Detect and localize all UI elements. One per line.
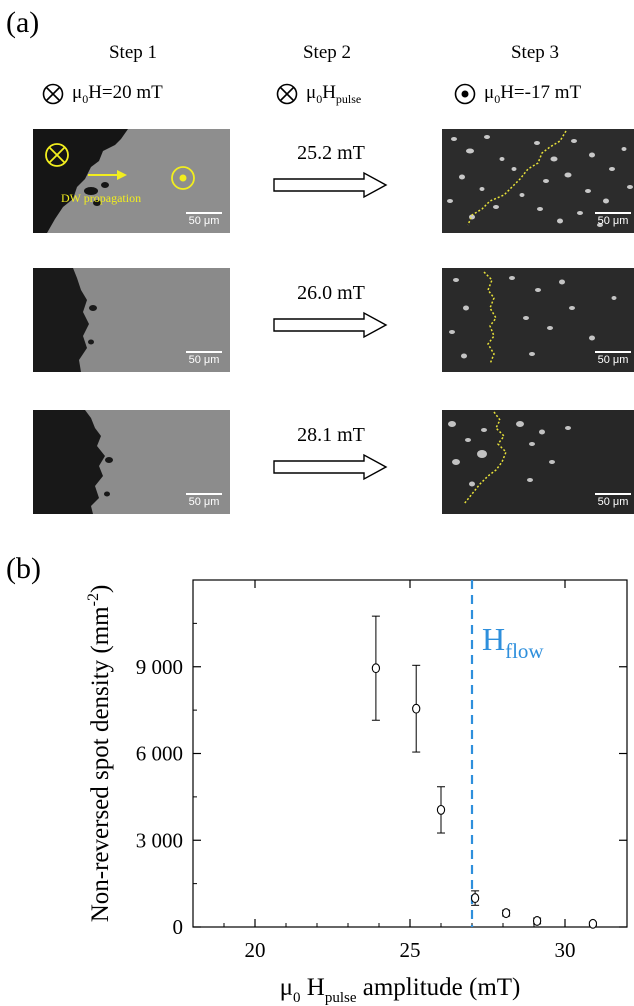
y-tick-label: 9 000 <box>136 655 183 679</box>
data-point <box>532 915 542 926</box>
step-2-field: μ0Hpulse <box>276 82 361 107</box>
pulse-arrow-row2: 26.0 mT <box>272 282 390 344</box>
scale-bar: 50 μm <box>186 212 222 227</box>
kerr-image-step3-row1: 50 μm <box>442 129 634 233</box>
scale-bar: 50 μm <box>186 493 222 508</box>
into-page-icon <box>276 84 298 105</box>
data-point <box>436 804 446 815</box>
hollow-arrow-icon <box>273 453 388 481</box>
y-axis-label: Non-reversed spot density (mm-2) <box>85 585 114 923</box>
pulse-amplitude-label: 28.1 mT <box>297 424 365 446</box>
spot-density-chart: 20 25 30 0 3 000 6 000 9 000 Hflow Non-reversed … <box>85 579 628 1006</box>
data-point <box>412 703 421 714</box>
out-of-page-icon <box>454 84 476 105</box>
x-axis-label: μ0 Hpulse amplitude (mT) <box>280 974 521 1006</box>
step-1-field: μ0H=20 mT <box>42 82 163 107</box>
dw-propagation-annotation: DW propagation <box>61 191 142 205</box>
pulse-amplitude-label: 26.0 mT <box>297 282 365 304</box>
hollow-arrow-icon <box>273 171 388 199</box>
y-tick-label: 6 000 <box>136 742 183 766</box>
x-tick-label: 25 <box>400 938 421 962</box>
step-3-field: μ0H=-17 mT <box>454 82 581 107</box>
panel-a-label: (a) <box>6 6 40 39</box>
step-2-title: Step 2 <box>302 42 352 63</box>
pulse-arrow-row1: 25.2 mT <box>272 142 390 204</box>
pulse-amplitude-label: 25.2 mT <box>297 142 365 164</box>
x-tick-label: 20 <box>245 938 266 962</box>
h-flow-label: Hflow <box>482 621 544 663</box>
x-tick-label: 30 <box>555 938 576 962</box>
y-tick-label: 3 000 <box>136 828 183 852</box>
panel-b-label: (b) <box>6 552 41 585</box>
data-point <box>470 893 480 904</box>
scale-bar: 50 μm <box>595 493 631 508</box>
kerr-image-step1-row3: 50 μm <box>33 410 230 514</box>
hollow-arrow-icon <box>273 311 388 339</box>
step-1-title: Step 1 <box>108 42 158 63</box>
data-point <box>588 918 598 929</box>
kerr-image-step3-row3: 50 μm <box>442 410 634 514</box>
kerr-image-step1-row2: 50 μm <box>33 268 230 372</box>
kerr-image-step1-row1: DW propagation 50 μm <box>33 129 230 233</box>
data-point <box>371 663 381 674</box>
y-tick-label: 0 <box>173 915 184 939</box>
pulse-arrow-row3: 28.1 mT <box>272 424 390 486</box>
step-3-title: Step 3 <box>510 42 560 63</box>
scale-bar: 50 μm <box>595 351 631 366</box>
kerr-image-step3-row2: 50 μm <box>442 268 634 372</box>
data-point <box>501 908 511 919</box>
plot-frame <box>192 579 628 928</box>
into-page-icon <box>42 84 64 105</box>
scale-bar: 50 μm <box>595 212 631 227</box>
scale-bar: 50 μm <box>186 351 222 366</box>
